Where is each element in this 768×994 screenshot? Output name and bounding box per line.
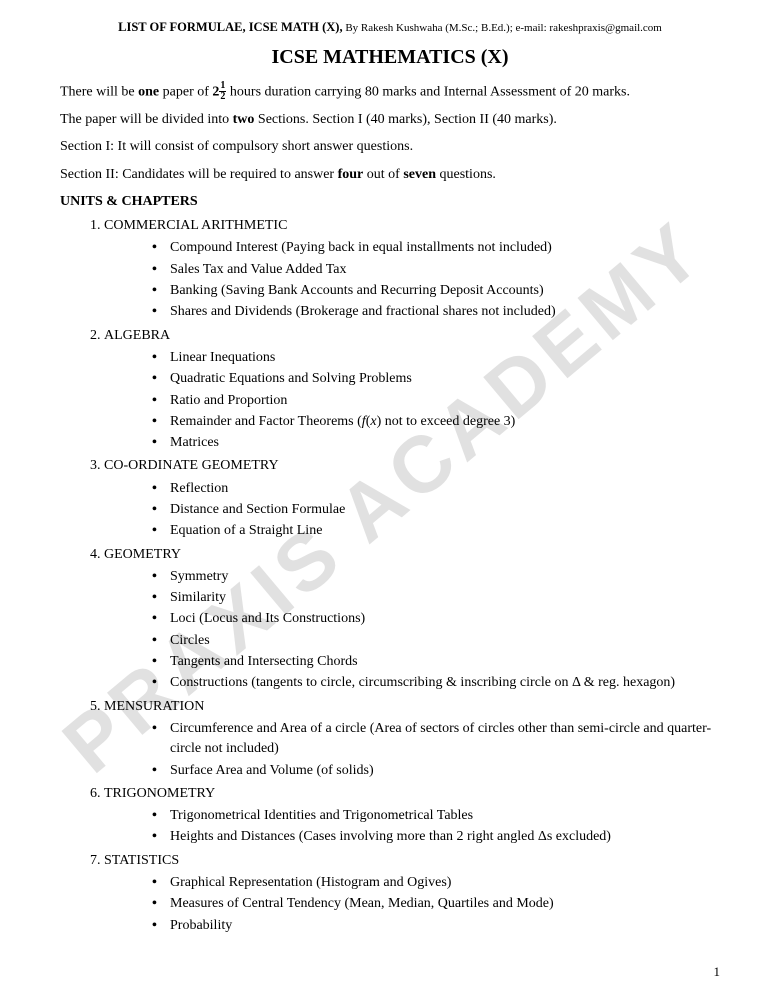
unit-name: STATISTICS [104,851,179,871]
sub-item: Tangents and Intersecting Chords [152,652,720,672]
sub-item: Heights and Distances (Cases involving m… [152,827,720,847]
bold-four: four [338,167,364,182]
sub-item: Sales Tax and Value Added Tax [152,260,720,280]
sub-list: SymmetrySimilarityLoci (Locus and Its Co… [104,567,720,694]
sub-item: Distance and Section Formulae [152,500,720,520]
sub-item: Reflection [152,479,720,499]
frac-bot: 2 [219,92,226,102]
unit-name: ALGEBRA [104,326,170,346]
units-heading: UNITS & CHAPTERS [60,192,720,212]
intro-para-2: The paper will be divided into two Secti… [60,110,720,130]
document-header: LIST OF FORMULAE, ICSE MATH (X), By Rake… [60,18,720,37]
unit-name: CO-ORDINATE GEOMETRY [104,456,279,476]
unit-item: STATISTICSGraphical Representation (Hist… [104,851,720,936]
text: Sections. Section I (40 marks), Section … [254,112,557,127]
sub-item: Ratio and Proportion [152,391,720,411]
sub-item: Banking (Saving Bank Accounts and Recurr… [152,281,720,301]
unit-item: COMMERCIAL ARITHMETICCompound Interest (… [104,216,720,322]
sub-item: Equation of a Straight Line [152,521,720,541]
sub-list: Linear InequationsQuadratic Equations an… [104,348,720,453]
page-content: LIST OF FORMULAE, ICSE MATH (X), By Rake… [60,18,720,936]
sub-item: Trigonometrical Identities and Trigonome… [152,806,720,826]
main-title: ICSE MATHEMATICS (X) [60,43,720,72]
bold-two: 2 [212,85,219,100]
unit-name: COMMERCIAL ARITHMETIC [104,216,287,236]
intro-para-3: Section I: It will consist of compulsory… [60,137,720,157]
unit-item: ALGEBRALinear InequationsQuadratic Equat… [104,326,720,454]
unit-item: GEOMETRYSymmetrySimilarityLoci (Locus an… [104,545,720,694]
unit-item: TRIGONOMETRYTrigonometrical Identities a… [104,784,720,848]
sub-item: Graphical Representation (Histogram and … [152,873,720,893]
intro-section: There will be one paper of 212 hours dur… [60,82,720,185]
unit-item: CO-ORDINATE GEOMETRY ReflectionDistance a… [104,456,720,541]
sub-list: ReflectionDistance and Section FormulaeE… [104,479,720,542]
text: There will be [60,85,138,100]
intro-para-4: Section II: Candidates will be required … [60,165,720,185]
unit-item: MENSURATIONCircumference and Area of a c… [104,697,720,781]
intro-para-1: There will be one paper of 212 hours dur… [60,82,720,103]
sub-item: Probability [152,916,720,936]
text: hours duration carrying 80 marks and Int… [226,85,630,100]
bold-seven: seven [403,167,436,182]
bold-two-sections: two [233,112,255,127]
sub-item: Remainder and Factor Theorems (f(x) not … [152,412,720,432]
sub-item: Linear Inequations [152,348,720,368]
unit-name: GEOMETRY [104,545,181,565]
header-author: By Rakesh Kushwaha (M.Sc.; B.Ed.); e-mai… [343,22,662,34]
sub-item: Compound Interest (Paying back in equal … [152,238,720,258]
text: The paper will be divided into [60,112,233,127]
sub-list: Graphical Representation (Histogram and … [104,873,720,936]
sub-list: Compound Interest (Paying back in equal … [104,238,720,322]
sub-item: Constructions (tangents to circle, circu… [152,673,720,693]
sub-item: Similarity [152,588,720,608]
text: out of [363,167,403,182]
header-title: LIST OF FORMULAE, ICSE MATH (X), [118,20,342,34]
sub-list: Circumference and Area of a circle (Area… [104,719,720,781]
sub-list: Trigonometrical Identities and Trigonome… [104,806,720,848]
text: Section II: Candidates will be required … [60,167,338,182]
sub-item: Matrices [152,433,720,453]
sub-item: Symmetry [152,567,720,587]
bold-one: one [138,85,159,100]
text: paper of [159,85,212,100]
sub-item: Shares and Dividends (Brokerage and frac… [152,302,720,322]
page-number: 1 [714,963,721,982]
unit-name: TRIGONOMETRY [104,784,215,804]
fraction: 12 [219,81,226,102]
sub-item: Circumference and Area of a circle (Area… [152,719,720,760]
sub-item: Quadratic Equations and Solving Problems [152,369,720,389]
unit-name: MENSURATION [104,697,204,717]
sub-item: Loci (Locus and Its Constructions) [152,609,720,629]
sub-item: Circles [152,631,720,651]
units-list: COMMERCIAL ARITHMETICCompound Interest (… [60,216,720,936]
text: questions. [436,167,496,182]
sub-item: Measures of Central Tendency (Mean, Medi… [152,894,720,914]
sub-item: Surface Area and Volume (of solids) [152,761,720,781]
